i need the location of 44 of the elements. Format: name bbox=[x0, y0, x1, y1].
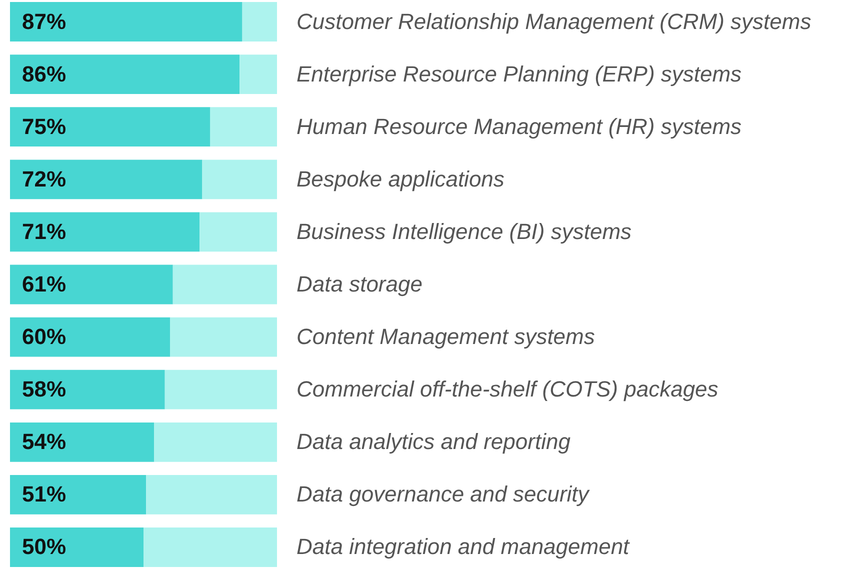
y-tick-label: Data integration and management bbox=[296, 534, 630, 560]
bar bbox=[10, 370, 165, 410]
data-label: 54% bbox=[22, 429, 66, 454]
bar bbox=[202, 160, 277, 200]
bar bbox=[10, 212, 200, 252]
bar bbox=[10, 107, 210, 147]
data-label: 51% bbox=[22, 482, 66, 507]
y-tick-label: Data storage bbox=[296, 272, 422, 296]
data-label: 86% bbox=[22, 61, 66, 86]
bar bbox=[10, 2, 242, 42]
bar bbox=[240, 54, 277, 94]
y-tick-label: Enterprise Resource Planning (ERP) systems bbox=[296, 61, 742, 86]
bar bbox=[10, 422, 154, 462]
data-label: 61% bbox=[22, 272, 66, 296]
bar bbox=[10, 474, 146, 514]
data-label: 60% bbox=[22, 324, 66, 350]
bar bbox=[242, 2, 277, 42]
bar bbox=[10, 54, 240, 94]
data-label: 71% bbox=[22, 218, 66, 244]
bar bbox=[172, 264, 277, 304]
data-label: 87% bbox=[22, 8, 66, 34]
bar bbox=[144, 528, 277, 567]
y-tick-label: Business Intelligence (BI) systems bbox=[296, 218, 632, 244]
bar bbox=[146, 474, 277, 514]
bar bbox=[10, 528, 144, 567]
bar bbox=[10, 160, 202, 200]
data-label: 58% bbox=[22, 376, 66, 402]
y-tick-label: Bespoke applications bbox=[296, 166, 504, 192]
y-tick-label: Commercial off-the-shelf (COTS) packages bbox=[296, 376, 718, 402]
y-tick-label: Data analytics and reporting bbox=[296, 429, 572, 454]
bar bbox=[164, 370, 277, 410]
bar bbox=[200, 212, 277, 252]
data-label: 72% bbox=[22, 166, 66, 192]
bar bbox=[154, 422, 277, 462]
bar bbox=[170, 317, 277, 357]
bar bbox=[210, 107, 277, 147]
y-tick-label: Data governance and security bbox=[296, 482, 591, 507]
y-tick-label: Human Resource Management (HR) systems bbox=[296, 114, 742, 139]
data-label: 75% bbox=[22, 114, 66, 139]
y-tick-label: Content Management systems bbox=[296, 324, 595, 350]
y-tick-label: Customer Relationship Management (CRM) systems bbox=[296, 8, 812, 34]
bar bbox=[10, 264, 173, 304]
bar bbox=[10, 317, 170, 357]
data-label: 50% bbox=[22, 534, 66, 560]
